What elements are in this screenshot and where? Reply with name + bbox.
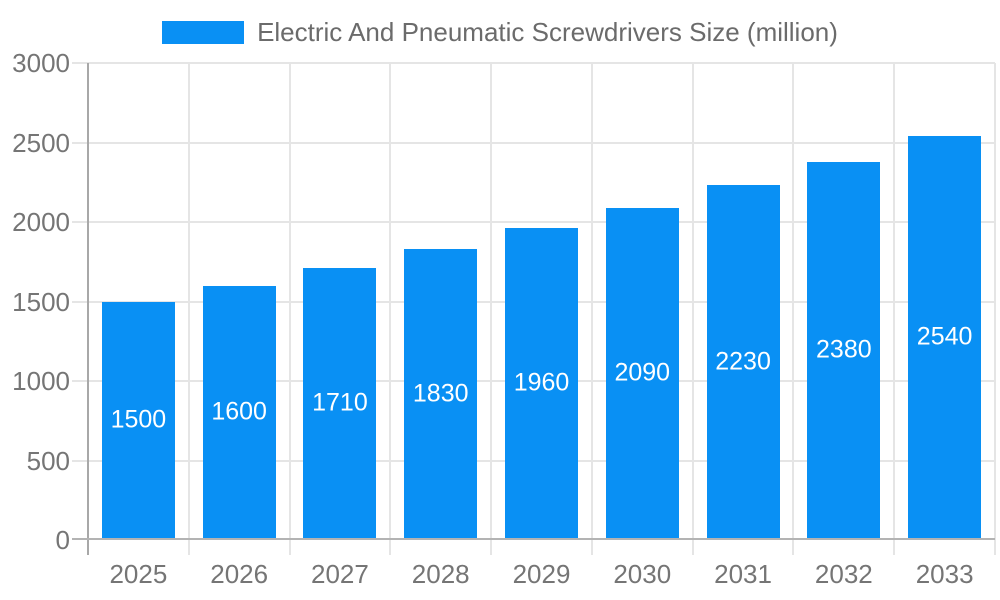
plot-area: 1500 1600 1710 1830 1960 2090 2230 2380 2540 (72, 62, 996, 555)
gridline-v (389, 63, 392, 555)
x-axis-tick-label: 2025 (109, 559, 168, 589)
bar-value-label: 2230 (715, 347, 771, 376)
x-axis-tick-label: 2031 (714, 559, 772, 589)
y-axis-tick-label: 500 (26, 445, 70, 476)
bar-value-label: 1600 (211, 397, 267, 426)
y-axis-tick-label: 3000 (12, 48, 70, 78)
gridline-h (72, 62, 995, 64)
gridline-v (691, 63, 694, 555)
y-axis-tick-label: 1000 (12, 366, 70, 396)
bar-2032[interactable]: 2380 (807, 161, 881, 538)
bar-2030[interactable]: 2090 (605, 207, 679, 538)
gridline-h (72, 141, 995, 144)
x-axis-tick-label: 2030 (613, 559, 672, 589)
gridline-v (187, 63, 190, 555)
bar-2026[interactable]: 1600 (202, 285, 276, 538)
bar-value-label: 1830 (412, 379, 469, 408)
gridline-h (72, 221, 995, 223)
x-axis-tick-label: 2027 (311, 559, 369, 589)
bar-2028[interactable]: 1830 (404, 249, 478, 538)
y-axis-line (87, 63, 89, 555)
gridline-v (994, 63, 996, 555)
legend-swatch-icon (162, 20, 245, 44)
bar-value-label: 2090 (614, 358, 671, 387)
y-axis-tick-label: 1500 (12, 286, 70, 317)
x-axis-tick-label: 2028 (411, 559, 470, 589)
x-axis-tick-label: 2026 (210, 559, 269, 589)
legend-label: Electric And Pneumatic Screwdrivers Size… (257, 16, 838, 47)
x-axis-line (72, 538, 995, 540)
y-axis-tick-label: 2000 (12, 207, 70, 237)
gridline-v (490, 63, 493, 555)
gridline-v (893, 63, 896, 555)
bar-value-label: 2540 (916, 322, 973, 351)
y-axis-tick-label: 0 (55, 525, 70, 555)
bar-2025[interactable]: 1500 (101, 301, 175, 538)
chart-legend: Electric And Pneumatic Screwdrivers Size… (0, 16, 1000, 48)
bar-2033[interactable]: 2540 (908, 136, 982, 538)
y-axis-tick-label: 2500 (12, 127, 70, 158)
bar-value-label: 1500 (110, 405, 167, 434)
legend-item[interactable]: Electric And Pneumatic Screwdrivers Size… (162, 17, 838, 48)
bar-2029[interactable]: 1960 (505, 228, 578, 538)
x-axis-tick-label: 2029 (512, 559, 571, 589)
bar-value-label: 1960 (513, 368, 570, 397)
bar-2031[interactable]: 2230 (706, 185, 780, 538)
gridline-v (792, 63, 795, 555)
x-axis-tick-label: 2033 (915, 559, 974, 589)
bar-value-label: 2380 (816, 335, 872, 364)
bar-2027[interactable]: 1710 (303, 268, 377, 538)
gridline-v (288, 63, 291, 555)
bar-value-label: 1710 (312, 388, 368, 417)
x-axis-tick-label: 2032 (814, 559, 873, 589)
gridline-v (590, 63, 593, 555)
